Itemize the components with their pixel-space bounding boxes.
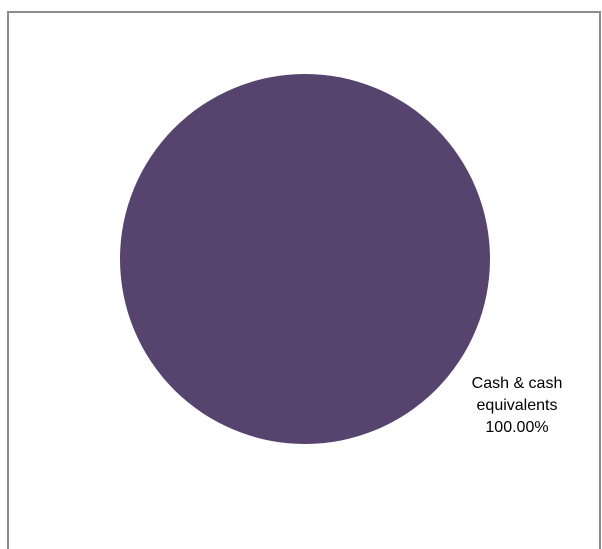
pie-slice [120,74,490,444]
slice-data-label: 100.00% [485,419,548,436]
pie-slices [120,74,490,444]
slice-data-label: equivalents [477,397,558,414]
pie-labels: Cash & cash equivalents 100.00% [472,375,563,436]
slice-data-label: Cash & cash [472,375,563,392]
